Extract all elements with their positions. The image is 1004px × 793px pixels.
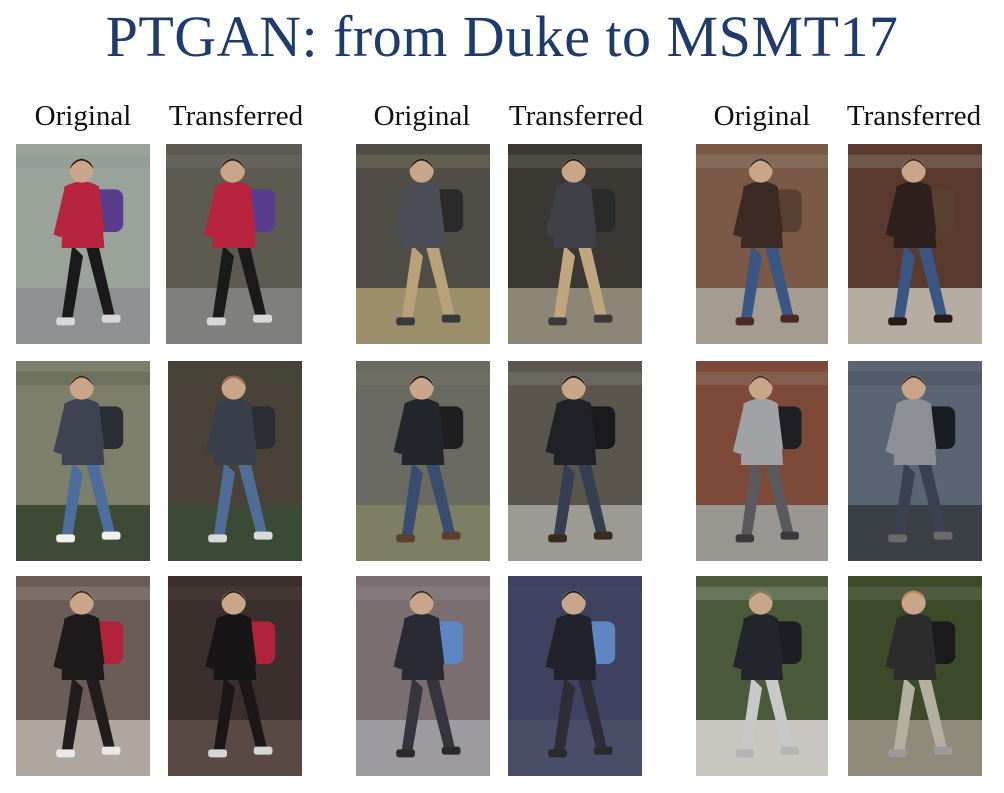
image-row2-pair3-original: [696, 361, 828, 561]
image-row2-pair2-transferred: [508, 361, 642, 561]
column-label-transferred-1: Transferred: [168, 100, 304, 132]
image-row3-pair3-original: [696, 576, 828, 776]
image-row2-pair2-original: [356, 361, 490, 561]
column-label-original-2: Original: [373, 100, 471, 132]
column-label-transferred-2: Transferred: [508, 100, 644, 132]
image-row3-pair1-original: [16, 576, 150, 776]
image-row1-pair2-original: [356, 144, 490, 344]
image-row1-pair2-transferred: [508, 144, 642, 344]
page-title: PTGAN: from Duke to MSMT17: [105, 4, 899, 69]
image-row1-pair3-transferred: [848, 144, 982, 344]
image-row2-pair3-transferred: [848, 361, 982, 561]
image-row2-pair1-original: [16, 361, 150, 561]
image-row3-pair2-original: [356, 576, 490, 776]
image-row3-pair1-transferred: [168, 576, 302, 776]
image-row1-pair1-transferred: [166, 144, 302, 344]
image-row3-pair2-transferred: [508, 576, 642, 776]
column-label-original-3: Original: [713, 100, 811, 132]
image-row1-pair3-original: [696, 144, 828, 344]
image-row1-pair1-original: [16, 144, 150, 344]
column-label-transferred-3: Transferred: [846, 100, 982, 132]
image-row3-pair3-transferred: [848, 576, 982, 776]
column-label-original-1: Original: [34, 100, 132, 132]
image-row2-pair1-transferred: [168, 361, 302, 561]
